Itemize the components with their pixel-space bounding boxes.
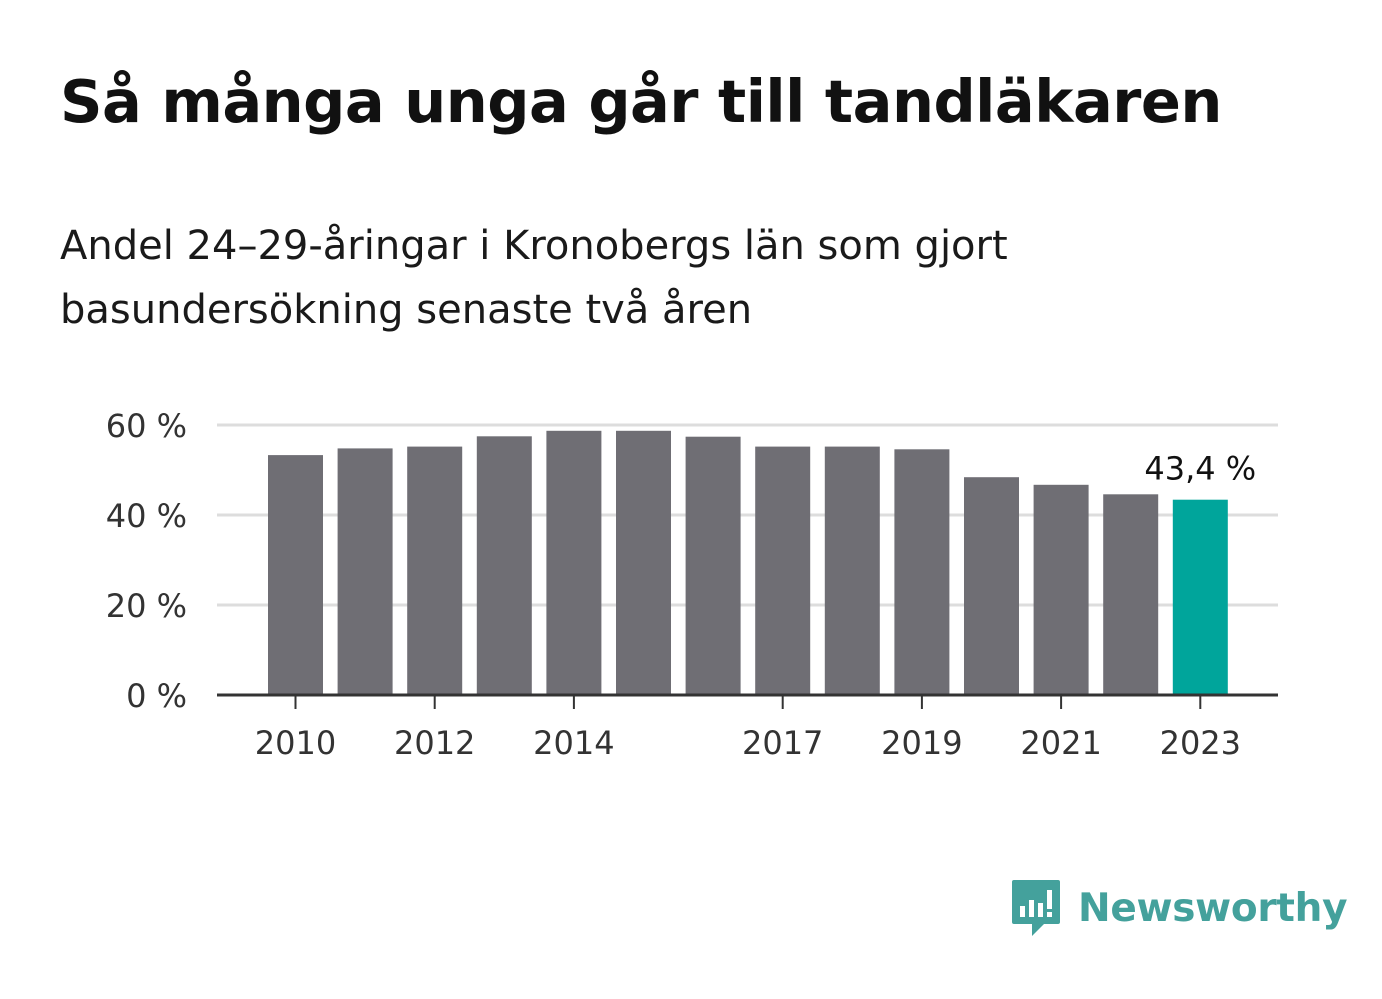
x-tick-label: 2023 [1160, 724, 1241, 762]
y-tick-label: 40 % [106, 497, 187, 535]
bar-2021 [1033, 484, 1089, 695]
x-tick-label: 2019 [881, 724, 962, 762]
x-tick-label: 2017 [742, 724, 823, 762]
y-tick-label: 0 % [126, 677, 187, 715]
gridlines [217, 423, 1278, 607]
bar-2017 [755, 446, 811, 695]
bar-2020 [964, 477, 1019, 695]
y-tick-label: 60 % [106, 407, 187, 445]
newsworthy-logo-icon [1012, 880, 1060, 936]
chart-title: Så många unga går till tandläkaren [60, 67, 1222, 136]
bar-2022 [1103, 494, 1159, 695]
chart-subtitle: Andel 24–29-åringar i Kronobergs län som… [60, 223, 1008, 333]
x-tick-label: 2010 [255, 724, 336, 762]
axes [217, 693, 1278, 709]
data-label-2023: 43,4 % [1144, 450, 1256, 488]
bar-2018 [824, 446, 880, 695]
bar-2011 [337, 448, 393, 695]
x-tick-label: 2014 [533, 724, 614, 762]
y-tick-label: 20 % [106, 587, 187, 625]
bar-2016 [685, 436, 741, 695]
bar-2010 [268, 455, 323, 695]
bar-2019 [894, 449, 950, 695]
bar-2023 [1172, 499, 1228, 695]
bar-2012 [407, 446, 463, 695]
brand-name: Newsworthy [1078, 886, 1348, 931]
bar-2013 [476, 436, 532, 696]
brand: Newsworthy [1010, 878, 1348, 940]
bar-2015 [616, 430, 671, 695]
labels: 0 % 20 % 40 % 60 % 2010 2012 2014 2017 2019 2021 2… [106, 407, 1257, 762]
bar-2014 [546, 430, 602, 695]
bars [268, 430, 1228, 696]
x-tick-label: 2021 [1020, 724, 1101, 762]
x-tick-label: 2012 [394, 724, 475, 762]
